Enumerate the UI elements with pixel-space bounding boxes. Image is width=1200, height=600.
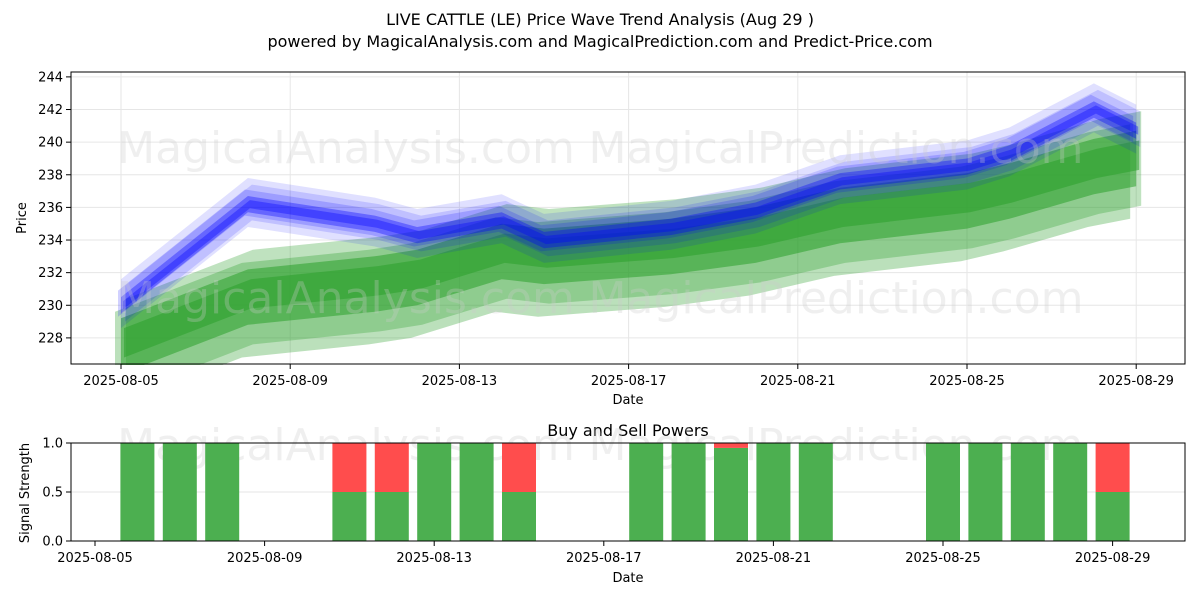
buy-bar [1095, 492, 1130, 541]
price-y-tick-label: 244 [38, 70, 63, 85]
price-x-tick-label: 2025-08-21 [760, 374, 836, 389]
buy-bar [205, 443, 240, 541]
buy-bar [120, 443, 155, 541]
signal-y-axis-label: Signal Strength [18, 443, 33, 543]
blue-wave-bands [118, 83, 1141, 329]
price-y-tick-label: 228 [38, 331, 63, 346]
price-y-tick-label: 236 [38, 201, 63, 216]
price-x-tick-label: 2025-08-17 [591, 374, 667, 389]
sell-bar [502, 443, 536, 492]
buy-bar [502, 492, 536, 541]
blue-wave-band [118, 94, 1134, 317]
buy-bar [968, 443, 1003, 541]
signal-x-tick-label: 2025-08-29 [1075, 551, 1151, 566]
price-x-tick-label: 2025-08-09 [252, 374, 328, 389]
price-x-tick-label: 2025-08-13 [422, 374, 498, 389]
signal-x-tick-label: 2025-08-05 [57, 551, 133, 566]
signal-title: Buy and Sell Powers [547, 421, 709, 440]
watermark-analysis-mid: MagicalAnalysis.com [117, 273, 575, 324]
signal-x-tick-label: 2025-08-21 [736, 551, 812, 566]
price-y-ticks: 228 230 232 234 236 238 240 242 244 [38, 70, 71, 346]
signal-y-tick-label: 0.5 [42, 486, 63, 501]
buy-bar [629, 443, 664, 541]
price-x-axis-label: Date [612, 393, 643, 408]
price-plot-frame [70, 71, 1186, 365]
buy-bar [374, 492, 409, 541]
price-x-tick-label: 2025-08-05 [83, 374, 159, 389]
signal-bars [120, 443, 1130, 541]
chart-subtitle: powered by MagicalAnalysis.com and Magic… [267, 32, 932, 51]
price-y-tick-label: 242 [38, 103, 63, 118]
price-y-axis-label: Price [15, 202, 30, 234]
sell-bar [374, 443, 409, 492]
buy-bar [1010, 443, 1045, 541]
signal-x-tick-label: 2025-08-25 [905, 551, 981, 566]
buy-bar [714, 447, 748, 541]
buy-bar [798, 443, 833, 541]
blue-wave-band [125, 89, 1141, 322]
signal-y-tick-label: 0.0 [42, 535, 63, 550]
buy-bar [756, 443, 791, 541]
buy-bar [459, 443, 494, 541]
price-x-tick-label: 2025-08-25 [929, 374, 1005, 389]
signal-x-tick-label: 2025-08-13 [396, 551, 472, 566]
buy-bar [162, 443, 197, 541]
price-panel: MagicalAnalysis.com MagicalPrediction.co… [15, 70, 1186, 408]
price-x-tick-label: 2025-08-29 [1098, 374, 1174, 389]
buy-bar [417, 443, 452, 541]
signal-x-tick-label: 2025-08-17 [566, 551, 642, 566]
price-y-tick-label: 238 [38, 168, 63, 183]
sell-bar [714, 443, 748, 448]
signal-y-tick-label: 1.0 [42, 437, 63, 452]
price-y-tick-label: 240 [38, 136, 63, 151]
price-y-tick-label: 230 [38, 299, 63, 314]
buy-bar [671, 443, 706, 541]
watermark-analysis-top: MagicalAnalysis.com [117, 123, 575, 174]
signal-x-axis-label: Date [612, 571, 643, 586]
price-x-ticks: 2025-08-05 2025-08-09 2025-08-13 2025-08-17… [83, 364, 1174, 389]
chart-title: LIVE CATTLE (LE) Price Wave Trend Analys… [386, 10, 814, 29]
signal-y-ticks: 0.0 0.5 1.0 [42, 437, 71, 550]
buy-bar [1053, 443, 1088, 541]
signal-panel: Buy and Sell Powers MagicalAnalysis.com … [18, 420, 1186, 586]
sell-bar [1095, 443, 1130, 492]
price-y-tick-label: 232 [38, 266, 63, 281]
watermark-prediction-top: MagicalPrediction.com [589, 123, 1084, 174]
green-wave-band [124, 140, 1140, 358]
signal-x-tick-label: 2025-08-09 [227, 551, 303, 566]
watermark-prediction-mid: MagicalPrediction.com [589, 273, 1084, 324]
buy-bar [926, 443, 960, 541]
signal-x-ticks: 2025-08-05 2025-08-09 2025-08-13 2025-08-17… [57, 541, 1150, 566]
sell-bar [332, 443, 367, 492]
buy-bar [332, 492, 367, 541]
price-y-tick-label: 234 [38, 234, 63, 249]
blue-wave-band [121, 83, 1137, 329]
green-wave-bands [115, 111, 1142, 365]
